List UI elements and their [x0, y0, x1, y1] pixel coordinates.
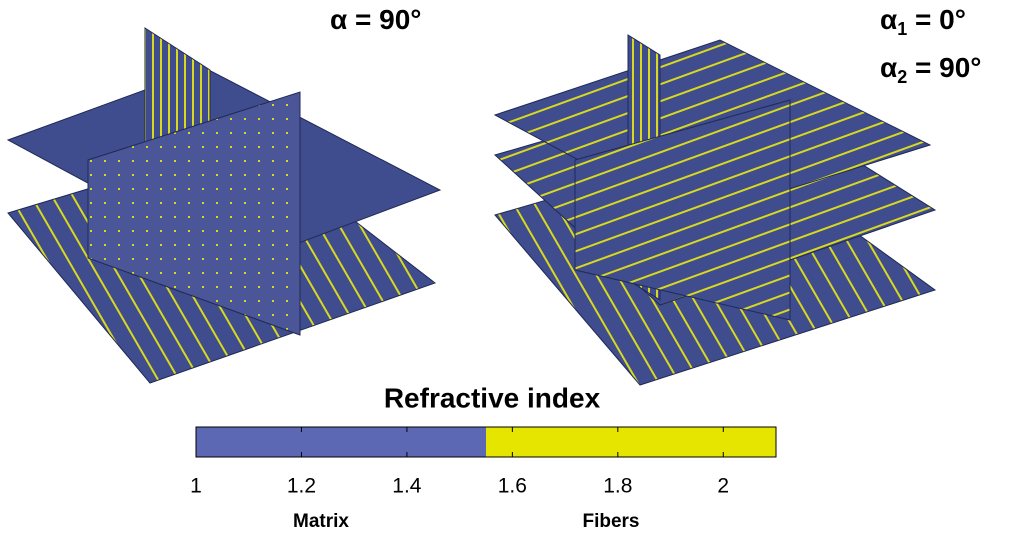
x-tick-label: 1.6: [498, 475, 527, 498]
segment-label: Matrix: [293, 511, 349, 532]
equation: = 90°: [907, 52, 981, 83]
segment-label: Fibers: [582, 511, 639, 532]
symbol: α: [880, 52, 897, 83]
symbol: α: [880, 4, 897, 35]
colorbar-segment: [486, 427, 776, 457]
right-plot: [495, 35, 935, 385]
x-tick-label: 2: [717, 475, 729, 498]
figure: Refractive index α = 90°α1 = 0°α2 = 90° …: [0, 0, 1011, 540]
symbol: α: [330, 4, 347, 35]
subscript: 2: [897, 67, 907, 87]
x-tick-label: 1.8: [603, 475, 632, 498]
left-plot: [8, 28, 440, 383]
equation: = 90°: [347, 4, 421, 35]
colorbar-title: Refractive index: [384, 382, 601, 413]
x-tick-label: 1: [190, 475, 202, 498]
subscript: 1: [897, 19, 907, 39]
equation: = 0°: [907, 4, 966, 35]
panel-label: α = 90°: [330, 4, 421, 35]
colorbar-segment: [196, 427, 486, 457]
x-tick-label: 1.4: [392, 475, 422, 498]
panel-label: α1 = 0°: [880, 4, 966, 38]
x-tick-label: 1.2: [287, 475, 316, 498]
panel-label: α2 = 90°: [880, 52, 982, 86]
